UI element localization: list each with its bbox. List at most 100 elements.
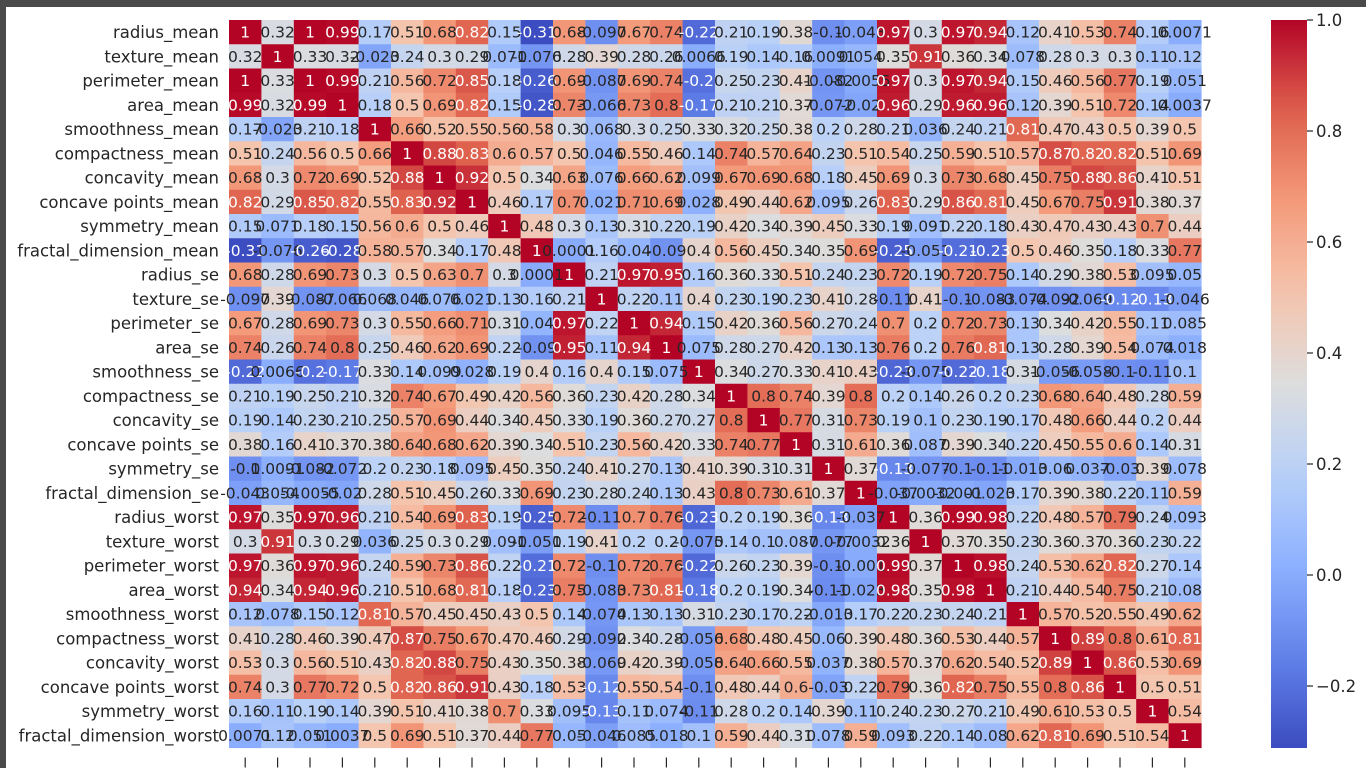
heatmap-cell (909, 480, 943, 506)
cell-value-label: 0.69 (520, 484, 555, 502)
heatmap-cell (1039, 553, 1072, 579)
heatmap-cell (747, 335, 781, 361)
cell-value-label: 0.04 (520, 315, 555, 333)
cell-value-label: 0.19 (876, 412, 911, 430)
row-label: symmetry_se (108, 460, 219, 480)
heatmap-cell (261, 383, 295, 409)
heatmap-cell (229, 699, 262, 724)
cell-value-label: 0.21 (973, 606, 1008, 624)
cell-value-label: 0.56 (487, 121, 522, 139)
heatmap-cell (391, 20, 424, 45)
heatmap-cell (844, 238, 878, 264)
heatmap-cell (715, 626, 748, 652)
heatmap-cell (974, 117, 1008, 142)
cell-value-label: 0.5 (427, 218, 452, 236)
heatmap-cell (585, 92, 619, 118)
heatmap-cell (682, 408, 716, 433)
heatmap-cell (261, 286, 295, 312)
cell-value-label: -0.097 (220, 290, 270, 308)
cell-value-label: 0.56 (293, 145, 328, 163)
cell-value-label: 0.11 (1135, 48, 1170, 66)
heatmap-cell (682, 335, 716, 361)
heatmap-cell (553, 383, 586, 409)
cell-value-label: -0.013 (998, 460, 1048, 478)
cell-value-label: 0.22 (908, 727, 943, 745)
heatmap-cell (1168, 505, 1202, 530)
cell-value-label: 0.18 (422, 460, 457, 478)
heatmap-cell (682, 20, 716, 45)
heatmap-cell (585, 141, 619, 167)
cell-value-label: 0.97 (228, 557, 263, 575)
heatmap-cell (650, 577, 684, 603)
cell-value-label: 0.81 (649, 581, 684, 599)
row-label: radius_worst (114, 508, 219, 528)
heatmap-cell (877, 214, 910, 239)
heatmap-cell (974, 359, 1008, 385)
heatmap-cell (779, 723, 813, 749)
cell-value-label: 0.18 (811, 169, 846, 187)
heatmap-cell (909, 117, 943, 142)
colorbar-tick-label: 0.6 (1316, 233, 1342, 252)
heatmap-cell (812, 383, 846, 409)
heatmap-cell (455, 529, 489, 555)
heatmap-cell (682, 699, 716, 724)
cell-value-label: 0.23 (908, 606, 943, 624)
cell-value-label: 0.72 (325, 678, 360, 696)
cell-value-label: 0.35 (876, 48, 911, 66)
cell-value-label: 1 (1180, 727, 1190, 745)
cell-value-label: 1 (499, 218, 509, 236)
cell-value-label: 1 (791, 436, 801, 454)
cell-value-label: 0.19 (746, 290, 781, 308)
cell-value-label: 0.53 (228, 654, 263, 672)
heatmap-cell (844, 189, 878, 215)
cell-value-label: 0.62 (941, 654, 976, 672)
heatmap-cell (941, 699, 975, 724)
cell-value-label: 0.48 (1103, 387, 1138, 405)
heatmap-cell (229, 214, 262, 239)
cell-value-label: 0.19 (876, 218, 911, 236)
cell-value-label: 0.36 (876, 436, 911, 454)
cell-value-label: 0.22 (584, 315, 619, 333)
heatmap-cell (715, 214, 748, 239)
heatmap-cell (877, 262, 910, 288)
heatmap-cell (293, 117, 327, 142)
heatmap-cell (844, 262, 878, 288)
cell-value-label: 0.054 (255, 484, 299, 502)
heatmap-cell (844, 577, 878, 603)
heatmap-cell (488, 577, 522, 603)
heatmap-cell (779, 311, 813, 336)
heatmap-cell (520, 505, 554, 530)
cell-value-label: 0.54 (876, 145, 911, 163)
heatmap-cell (909, 674, 943, 700)
cell-value-label: 0.32 (325, 48, 360, 66)
heatmap-cell (553, 335, 586, 361)
heatmap-cell (812, 117, 846, 142)
heatmap-cell (585, 383, 619, 409)
cell-value-label: 0.28 (1135, 387, 1170, 405)
heatmap-cell (877, 626, 910, 652)
cell-value-label: 0.6 (492, 145, 517, 163)
cell-value-label: 0.5 (1140, 678, 1165, 696)
cell-value-label: 0.19 (552, 533, 587, 551)
heatmap-cell (326, 505, 360, 530)
heatmap-cell (941, 238, 975, 264)
heatmap-cell (617, 674, 651, 700)
heatmap-cell (779, 44, 813, 70)
cell-value-label: 0.22 (487, 557, 522, 575)
heatmap-cell (585, 165, 619, 191)
heatmap-cell (779, 577, 813, 603)
heatmap-cell (1006, 117, 1040, 142)
cell-value-label: 0.12 (228, 606, 263, 624)
heatmap-cell (553, 238, 586, 264)
cell-value-label: 0.67 (455, 630, 490, 648)
heatmap-cell (747, 311, 781, 336)
heatmap-cell (941, 383, 975, 409)
heatmap-cell (326, 92, 360, 118)
heatmap-cell (1006, 432, 1040, 458)
cell-value-label: 1 (856, 484, 866, 502)
cell-value-label: 0.46 (1038, 242, 1073, 260)
cell-value-label: 0.095 (450, 460, 494, 478)
cell-value-label: 0.23 (844, 266, 879, 284)
heatmap-cell (358, 117, 392, 142)
cell-value-label: 0.39 (811, 387, 846, 405)
